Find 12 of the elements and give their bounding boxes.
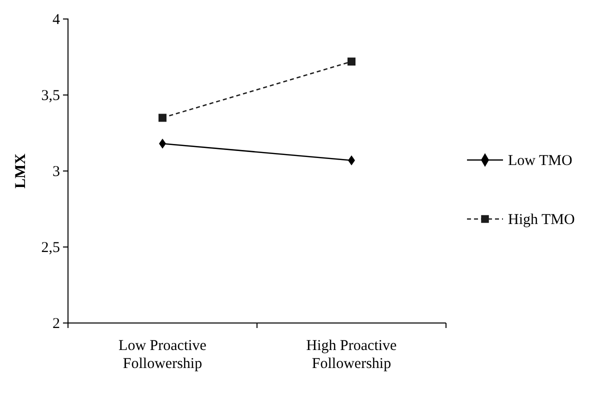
x-tick-label: Low Proactive Followership xyxy=(118,338,207,372)
legend-label: Low TMO xyxy=(508,153,572,169)
y-axis-title: LMX xyxy=(13,153,29,188)
y-tick-label: 4 xyxy=(52,12,60,28)
legend-label: High TMO xyxy=(508,212,575,228)
y-tick-label: 2,5 xyxy=(41,240,60,256)
y-tick-label: 2 xyxy=(52,316,60,332)
y-tick-label: 3 xyxy=(52,164,60,180)
point xyxy=(348,58,356,66)
x-tick-label: High Proactive Followership xyxy=(306,338,398,372)
point xyxy=(158,114,166,122)
y-tick-label: 3,5 xyxy=(41,88,60,104)
